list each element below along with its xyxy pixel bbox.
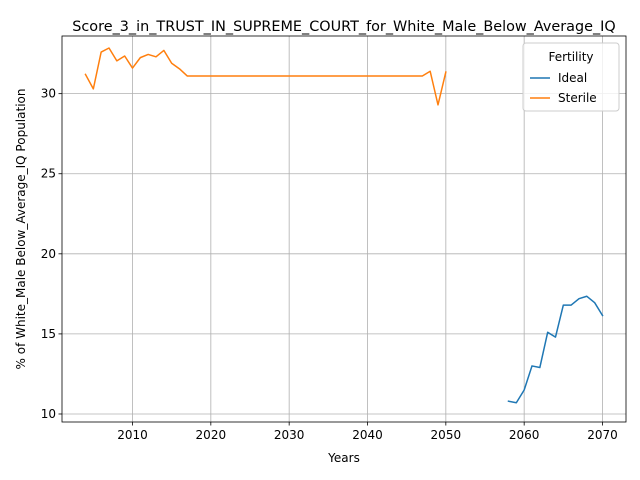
y-tick-label: 25 — [41, 167, 56, 181]
x-tick-label: 2070 — [587, 428, 618, 442]
y-tick-label: 30 — [41, 87, 56, 101]
chart-title: Score_3_in_TRUST_IN_SUPREME_COURT_for_Wh… — [72, 19, 615, 35]
legend-title: Fertility — [548, 50, 593, 64]
legend-label-sterile: Sterile — [558, 91, 597, 105]
x-tick-label: 2050 — [431, 428, 462, 442]
x-tick-label: 2030 — [274, 428, 305, 442]
x-tick-label: 2060 — [509, 428, 540, 442]
legend-label-ideal: Ideal — [558, 71, 587, 85]
legend: Fertility Ideal Sterile — [523, 43, 619, 111]
x-axis-label: Years — [327, 451, 360, 465]
y-tick-label: 20 — [41, 247, 56, 261]
y-axis-label: % of White_Male Below_Average_IQ Populat… — [14, 89, 28, 370]
y-tick-label: 10 — [41, 407, 56, 421]
x-tick-label: 2020 — [196, 428, 227, 442]
x-tick-label: 2040 — [352, 428, 383, 442]
y-tick-label: 15 — [41, 327, 56, 341]
x-tick-label: 2010 — [117, 428, 148, 442]
